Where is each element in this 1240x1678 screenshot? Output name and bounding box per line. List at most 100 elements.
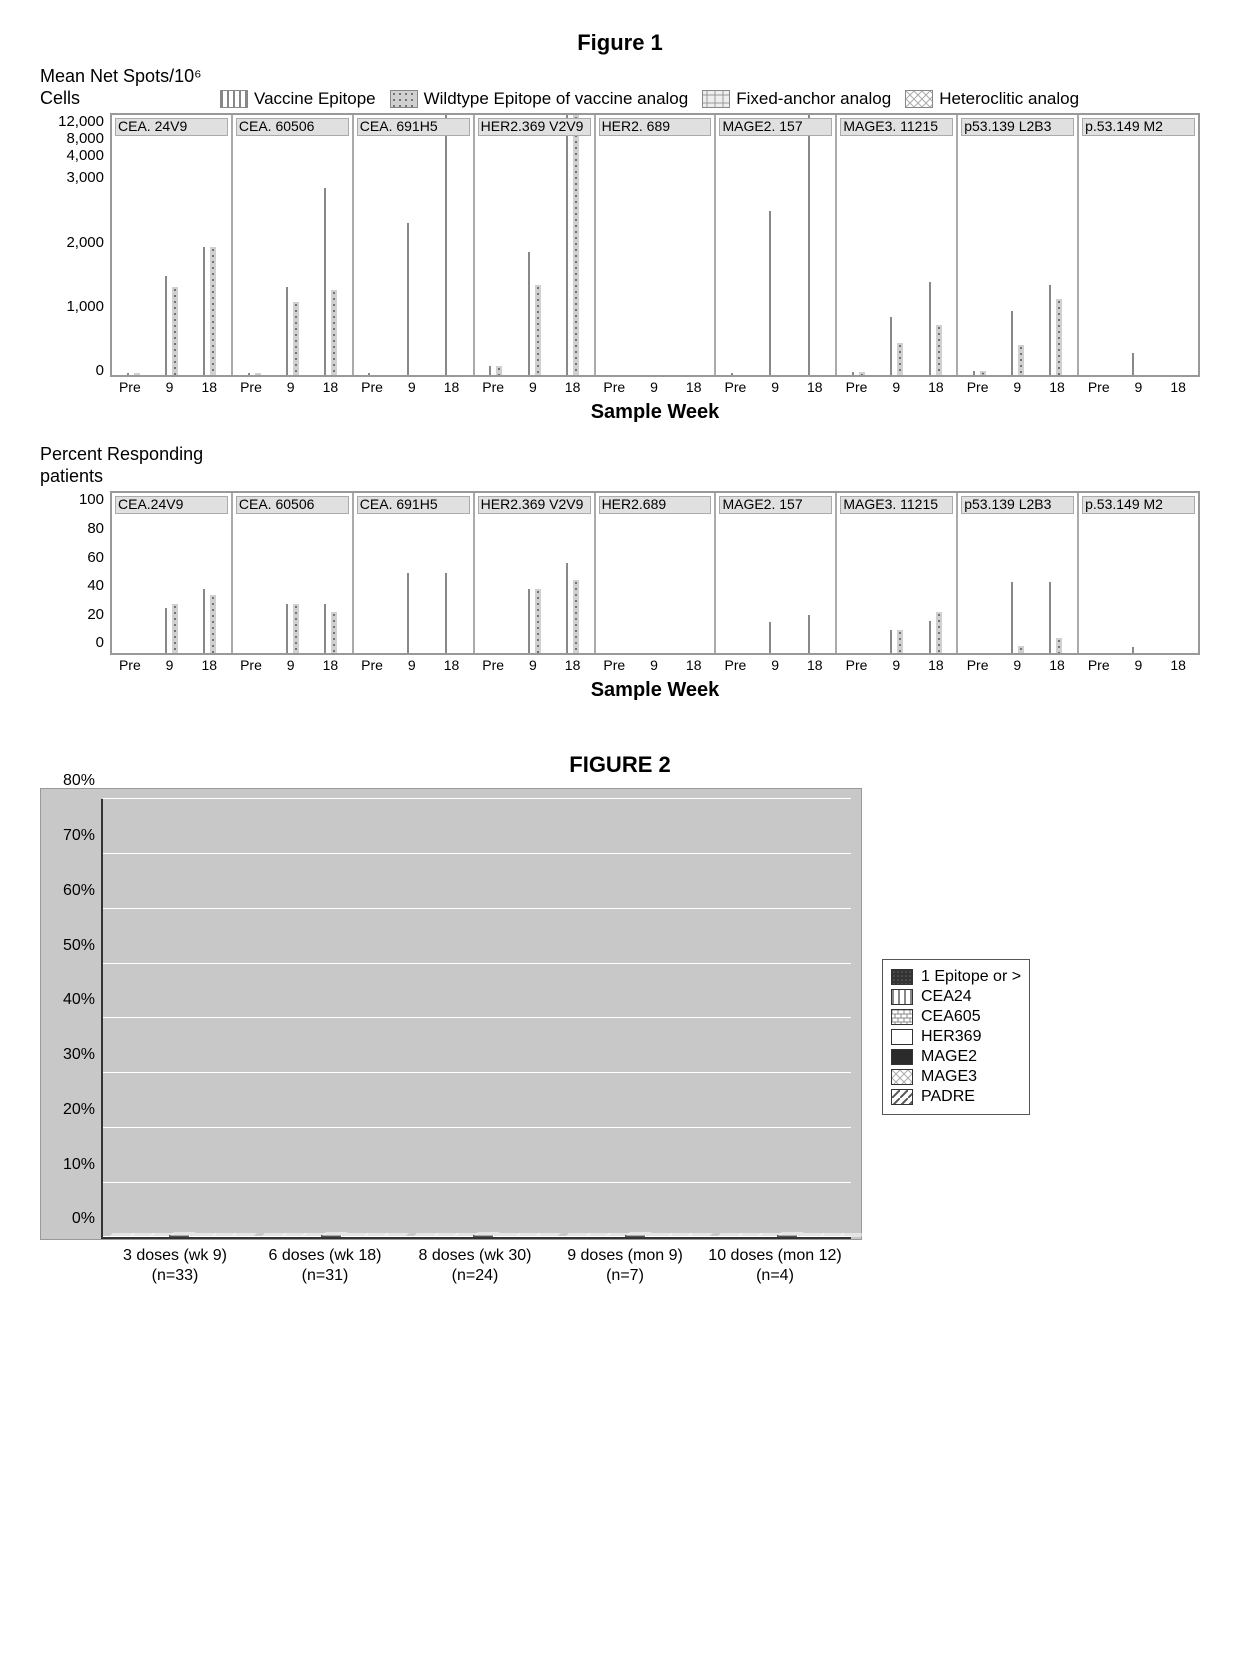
legend-label: Vaccine Epitope (254, 89, 376, 109)
xtick: 18 (432, 379, 472, 395)
bar-group (152, 115, 190, 375)
legend-label: PADRE (921, 1088, 975, 1106)
xtick: 9 (271, 657, 311, 673)
xlabel: 9 doses (mon 9)(n=7) (550, 1246, 700, 1284)
panel-label: HER2.369 V2V9 (478, 118, 591, 135)
bar (936, 325, 942, 375)
bar (777, 1235, 797, 1237)
legend-swatch (891, 1069, 913, 1085)
figure1-bottom-yaxis: 100806040200 (40, 491, 110, 651)
bar-group (432, 115, 470, 375)
xtick: 9 (997, 379, 1037, 395)
ytick: 0 (40, 362, 104, 379)
bar-group (636, 115, 674, 375)
bar (535, 589, 541, 654)
bar (1056, 638, 1062, 654)
legend-swatch (390, 90, 418, 108)
figure1-header-row: Mean Net Spots/10⁶ Cells Vaccine Epitope… (40, 66, 1200, 109)
xtick: 9 (150, 379, 190, 395)
xtick: 18 (795, 379, 835, 395)
bar (169, 1235, 189, 1237)
bar-group (477, 115, 515, 375)
bar (535, 285, 541, 376)
xtick: Pre (231, 657, 271, 673)
bar (852, 372, 858, 375)
panel-label: CEA. 691H5 (357, 496, 470, 513)
legend-swatch (891, 1089, 913, 1105)
xtick: 18 (311, 657, 351, 673)
bar (324, 188, 330, 375)
bar (859, 372, 865, 375)
panel-xticks: Pre918 (958, 379, 1079, 395)
bar (210, 247, 216, 376)
figure2-legend-item: PADRE (891, 1088, 1021, 1106)
bar (528, 252, 534, 375)
chart-panel: CEA.24V9 (112, 493, 233, 653)
panel-xticks: Pre918 (716, 379, 837, 395)
chart-panel: p53.139 L2B3 (958, 115, 1079, 375)
xtick: 18 (674, 657, 714, 673)
xtick: 18 (1037, 657, 1077, 673)
xtick: Pre (110, 657, 150, 673)
figure2-legend: 1 Epitope or >CEA24CEA605HER369MAGE2MAGE… (882, 959, 1030, 1115)
ytick: 50% (63, 937, 103, 955)
ytick: 1,000 (40, 298, 104, 315)
bar (573, 580, 579, 654)
chart-panel: MAGE2. 157 (716, 115, 837, 375)
bar (929, 621, 935, 653)
panel-label: MAGE2. 157 (719, 118, 832, 135)
legend-label: Heteroclitic analog (939, 89, 1079, 109)
bar (1049, 285, 1055, 376)
xtick: 18 (553, 657, 593, 673)
figure1-top-ylabel: Mean Net Spots/10⁶ Cells (40, 66, 220, 109)
figure1-top-xlabel: Sample Week (110, 401, 1200, 424)
bar-group (999, 493, 1037, 653)
bar (324, 604, 330, 653)
bar (407, 573, 413, 653)
figure1-bottom-xlabel: Sample Week (110, 679, 1200, 702)
xtick: Pre (594, 657, 634, 673)
ytick: 70% (63, 827, 103, 845)
bar (134, 373, 140, 375)
figure1-legend-item: Fixed-anchor analog (702, 89, 891, 109)
bar (890, 630, 896, 653)
xtick: 18 (1158, 379, 1198, 395)
bar-group (407, 1235, 559, 1237)
bar (936, 612, 942, 653)
bar-group (960, 493, 998, 653)
bar-group (795, 493, 833, 653)
figure2-legend-item: HER369 (891, 1028, 1021, 1046)
xtick: 9 (271, 379, 311, 395)
panel-label: MAGE3. 11215 (840, 496, 953, 513)
chart-panel: HER2.369 V2V9 (475, 115, 596, 375)
bar (203, 247, 209, 376)
legend-label: Fixed-anchor analog (736, 89, 891, 109)
xlabel: 10 doses (mon 12)(n=4) (700, 1246, 850, 1284)
bar (255, 373, 261, 375)
bar (293, 604, 299, 653)
panel-label: p53.139 L2B3 (961, 496, 1074, 513)
panel-xticks: Pre918 (352, 379, 473, 395)
bar (566, 115, 572, 375)
bar (286, 604, 292, 653)
bar-group (674, 115, 712, 375)
bar (808, 115, 814, 375)
legend-swatch (220, 90, 248, 108)
chart-panel: MAGE3. 11215 (837, 493, 958, 653)
bar (769, 211, 775, 375)
xtick: 9 (513, 657, 553, 673)
ytick: 12,000 (40, 113, 104, 130)
figure1-bottom-xticks: Pre918Pre918Pre918Pre918Pre918Pre918Pre9… (110, 657, 1200, 673)
panel-xticks: Pre918 (958, 657, 1079, 673)
xtick: 18 (1037, 379, 1077, 395)
xtick: 9 (1119, 379, 1159, 395)
bar (808, 615, 814, 654)
xtick: Pre (716, 379, 756, 395)
bar (172, 604, 178, 653)
bar-group (757, 493, 795, 653)
legend-label: Wildtype Epitope of vaccine analog (424, 89, 689, 109)
legend-swatch (891, 1009, 913, 1025)
bar-group (235, 493, 273, 653)
xtick: Pre (352, 379, 392, 395)
bar (566, 563, 572, 654)
